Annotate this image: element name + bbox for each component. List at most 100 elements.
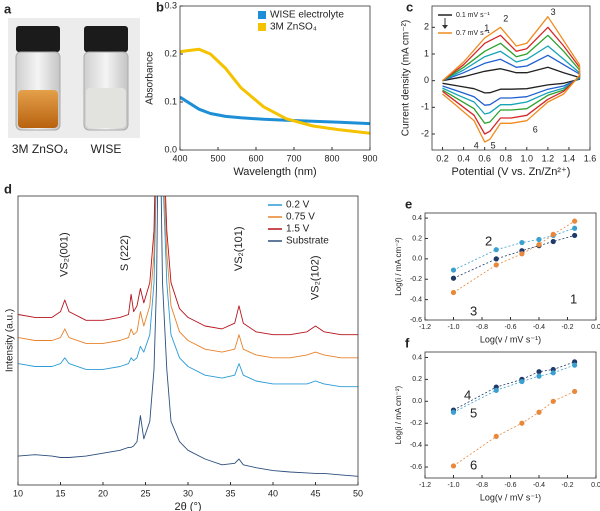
point	[493, 387, 499, 393]
series-label: 2	[485, 233, 492, 248]
x-axis-title: Wavelength (nm)	[233, 166, 316, 178]
series-line	[442, 16, 581, 143]
panel-letter: d	[4, 181, 12, 196]
y-tick-label: -0.6	[410, 317, 422, 324]
vial-liquid	[86, 88, 126, 128]
y-axis-title: Absorbance	[145, 51, 156, 105]
caption: 3M ZnSO₄	[12, 142, 68, 156]
y-tick-label: 0.0	[412, 398, 422, 405]
annotation: 1	[484, 23, 489, 33]
y-tick-label: 0.4	[412, 354, 422, 361]
plot	[450, 218, 578, 296]
y-tick-label: 0.2	[412, 235, 422, 242]
x-axis-title: Log(v / mV s⁻¹)	[480, 492, 541, 502]
annotation: 5	[491, 140, 496, 150]
point	[493, 433, 499, 439]
x-tick-label: -0.4	[533, 482, 545, 489]
x-tick-label: 1.6	[584, 153, 597, 163]
x-tick-label: 25	[140, 488, 150, 498]
vial-cap	[16, 26, 60, 52]
plot	[442, 16, 581, 143]
x-tick-label: 30	[183, 488, 193, 498]
point	[550, 238, 556, 245]
legend-swatch	[258, 11, 266, 19]
point	[493, 247, 499, 253]
series-label: 3	[470, 303, 477, 318]
x-tick-label: -0.6	[504, 482, 516, 489]
y-tick-label: -0.2	[410, 276, 422, 283]
x-tick-label: -0.8	[476, 482, 488, 489]
y-tick-label: 0.0	[412, 256, 422, 263]
series-line	[18, 196, 358, 359]
x-tick-label: 0.2	[436, 153, 449, 163]
point	[572, 225, 578, 231]
x-axis-title: Potential (V vs. Zn/Zn²⁺)	[452, 166, 571, 178]
point	[450, 289, 457, 296]
y-tick-label: 2	[424, 22, 429, 32]
series-line	[18, 196, 358, 477]
y-axis-title: Current density (mA cm⁻²)	[401, 20, 412, 136]
x-tick-label: 900	[362, 153, 377, 163]
annotation: S (222)	[119, 235, 131, 271]
panel-a: a 3M ZnSO₄ WISE	[4, 1, 140, 156]
y-axis-title: Log(i / mA cm⁻²)	[394, 385, 403, 444]
point	[519, 378, 525, 385]
x-tick-label: 800	[324, 153, 339, 163]
fit-line	[453, 235, 575, 279]
series-label: 6	[470, 457, 477, 472]
x-tick-label: 500	[210, 153, 225, 163]
fit-line	[453, 227, 575, 271]
x-tick-label: 15	[55, 488, 65, 498]
series-line	[442, 26, 581, 135]
x-tick-label: -0.2	[561, 482, 573, 489]
legend-label: Substrate	[286, 236, 329, 247]
legend-label: WISE electrolyte	[270, 10, 344, 21]
y-tick-label: 0.2	[164, 48, 177, 58]
y-tick-label: -1	[421, 102, 429, 112]
point	[536, 241, 542, 248]
point	[450, 275, 457, 281]
x-tick-label: 1.0	[521, 153, 534, 163]
point	[519, 251, 525, 257]
x-tick-label: 0.4	[457, 153, 470, 163]
y-tick-label: 0.2	[412, 376, 422, 383]
series-line	[180, 47, 370, 135]
series-line	[442, 34, 581, 124]
legend-label: 0.2 V	[286, 200, 310, 211]
panel-letter: b	[156, 0, 164, 14]
fit-line	[453, 361, 575, 411]
x-axis-title: 2θ (°)	[174, 501, 201, 511]
point	[572, 232, 578, 239]
series-line	[442, 54, 581, 106]
point	[493, 256, 499, 262]
plot	[180, 47, 370, 135]
annotation: 4	[474, 140, 479, 150]
point	[519, 420, 525, 426]
annotation: VS₂(001)	[59, 232, 71, 277]
x-tick-label: 700	[286, 153, 301, 163]
x-tick-label: 20	[98, 488, 108, 498]
series-label: 5	[470, 405, 477, 420]
y-tick-label: -0.4	[410, 296, 422, 303]
x-tick-label: -1.0	[447, 482, 459, 489]
y-tick-label: -0.6	[410, 464, 422, 471]
point	[572, 388, 578, 395]
x-axis-title: Log(v / mV s⁻¹)	[480, 334, 541, 344]
y-tick-label: -2	[421, 128, 429, 138]
x-tick-label: -1.2	[419, 324, 431, 331]
annotation: 6	[533, 124, 538, 134]
x-tick-label: 1.4	[563, 153, 576, 163]
x-tick-label: -0.6	[504, 324, 516, 331]
point	[493, 262, 499, 268]
vial-cap	[84, 26, 128, 52]
x-tick-label: -0.2	[561, 324, 573, 331]
y-tick-label: 0.0	[164, 144, 177, 154]
caption: WISE	[91, 142, 122, 156]
y-tick-label: 0	[424, 75, 429, 85]
fit-line	[453, 220, 575, 293]
x-tick-label: 40	[268, 488, 278, 498]
x-tick-label: -0.8	[476, 324, 488, 331]
x-tick-label: -1.0	[447, 324, 459, 331]
legend-label: 1.5 V	[286, 224, 310, 235]
